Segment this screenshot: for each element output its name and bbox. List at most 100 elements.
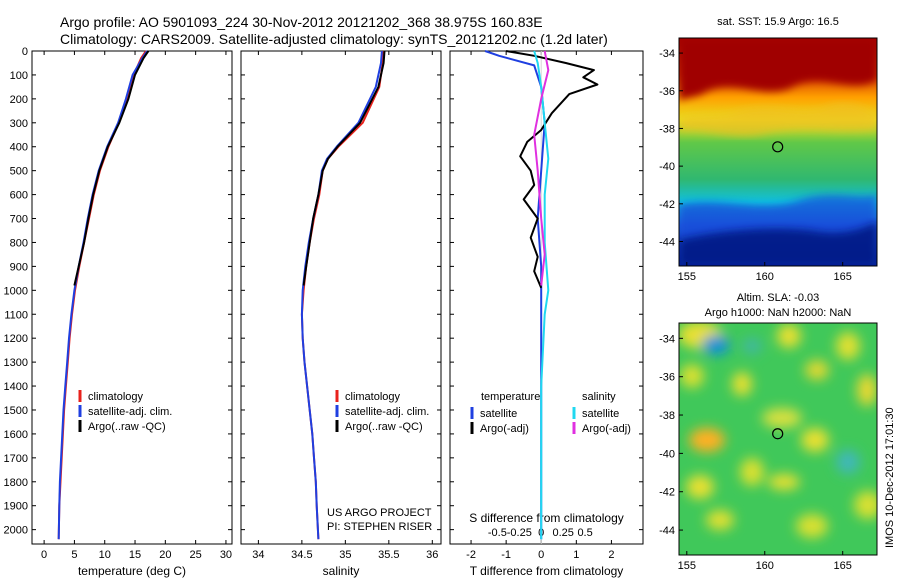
y-tick-label: 900 (10, 261, 28, 273)
y-tick-label: 1500 (4, 405, 28, 417)
legend-label: Argo(..raw -QC) (88, 421, 166, 433)
s-tick-label: -0.5 (488, 527, 507, 539)
y-tick-label: 200 (10, 94, 28, 106)
legend-label: Argo(-adj) (582, 423, 631, 435)
plot-frame (31, 50, 233, 545)
y-tick-label: 1900 (4, 501, 28, 513)
x-tick-label: 10 (99, 549, 111, 561)
series-line-argo-adj- (505, 50, 599, 289)
y-tick-label: 2000 (4, 525, 28, 537)
y-tick-label: 100 (10, 70, 28, 82)
sst-map-axes: 155 160 165 -34 -36 -38 -40 -42 -44 (659, 48, 852, 283)
x-tick-label: 34 (252, 549, 264, 561)
map-y-tick-label: -38 (659, 410, 675, 422)
legend-label: satellite-adj. clim. (88, 406, 172, 418)
map-y-tick-label: -36 (659, 372, 675, 384)
timestamp-stamp: IMOS 10-Dec-2012 17:01:30 (884, 407, 896, 548)
y-tick-label: 300 (10, 118, 28, 130)
sla-argo-marker (772, 428, 784, 440)
sst-map-title: sat. SST: 15.9 Argo: 16.5 (717, 16, 839, 28)
map-y-tick-label: -44 (659, 237, 675, 249)
y-tick-label: 1800 (4, 477, 28, 489)
y-tick-label: 700 (10, 214, 28, 226)
sla-map: Altim. SLA: -0.03 Argo h1000: NaN h2000:… (659, 292, 878, 572)
x-tick-label: 35.5 (378, 549, 399, 561)
legend-header: salinity (582, 391, 616, 403)
y-tick-label: 1600 (4, 429, 28, 441)
map-x-tick-label: 160 (756, 560, 774, 572)
x-tick-label: 36 (426, 549, 438, 561)
pi-credit: PI: STEPHEN RISER (327, 521, 432, 533)
series-line-argo-raw-qc- (73, 50, 150, 286)
difference-panel: -2 -1 0 1 2 T difference from climatology -0.5… (449, 50, 644, 578)
map-y-tick-label: -42 (659, 199, 675, 211)
x-axis-label: salinity (323, 564, 360, 578)
x-axis-label: temperature (deg C) (78, 564, 186, 578)
sst-field (679, 38, 877, 266)
x-tick-label: 30 (220, 549, 232, 561)
x-tick-label: 5 (71, 549, 77, 561)
map-y-tick-label: -34 (659, 333, 675, 345)
y-tick-label: 1300 (4, 357, 28, 369)
y-tick-label: 1400 (4, 381, 28, 393)
legend-label: Argo(..raw -QC) (345, 421, 423, 433)
x-tick-label: 0 (538, 549, 544, 561)
map-y-tick-label: -38 (659, 123, 675, 135)
s-tick-label: 0.25 (552, 527, 573, 539)
sla-map-title: Altim. SLA: -0.03 (737, 292, 820, 304)
sla-map-axes: 155 160 165 -34 -36 -38 -40 -42 -44 (659, 333, 852, 572)
x-tick-label: 15 (129, 549, 141, 561)
x-tick-label: 2 (608, 549, 614, 561)
legend-label: climatology (345, 391, 401, 403)
map-y-tick-label: -36 (659, 86, 675, 98)
y-tick-label: 1200 (4, 333, 28, 345)
x-tick-label: 25 (190, 549, 202, 561)
sst-argo-marker (772, 141, 784, 153)
s-tick-label: -0.25 (507, 527, 532, 539)
legend-label: Argo(-adj) (480, 423, 529, 435)
x-tick-label: -2 (466, 549, 476, 561)
project-credit: US ARGO PROJECT (327, 507, 432, 519)
s-tick-label: 0.5 (577, 527, 592, 539)
map-y-tick-label: -42 (659, 487, 675, 499)
y-tick-label: 400 (10, 142, 28, 154)
map-y-tick-label: -40 (659, 161, 675, 173)
sla-field (679, 323, 877, 555)
series-line-satellite-adj-clim- (57, 50, 149, 540)
map-x-tick-label: 155 (678, 560, 696, 572)
y-tick-label: 1100 (4, 309, 28, 321)
legend-label: satellite-adj. clim. (345, 406, 429, 418)
s-axis-label: S difference from climatology (469, 511, 624, 525)
x-tick-label: 0 (41, 549, 47, 561)
series-line-climatology (57, 50, 147, 540)
map-y-tick-label: -40 (659, 448, 675, 460)
x-tick-label: 20 (159, 549, 171, 561)
legend-header: temperature (481, 391, 540, 403)
y-tick-label: 800 (10, 237, 28, 249)
x-tick-label: 35 (339, 549, 351, 561)
map-y-tick-label: -34 (659, 48, 675, 60)
salinity-panel: 34 34.5 35 35.5 36 salinity climatology satelli… (240, 50, 442, 578)
y-tick-label: 500 (10, 166, 28, 178)
series-line-argo-raw-qc- (302, 50, 386, 286)
series-line-argo-adj- (533, 50, 550, 286)
sst-map: sat. SST: 15.9 Argo: 16.5 155 160 165 -34 -3… (659, 16, 878, 283)
y-tick-label: 600 (10, 190, 28, 202)
legend-label: satellite (480, 408, 517, 420)
legend-label: satellite (582, 408, 619, 420)
climatology-title: Climatology: CARS2009. Satellite-adjuste… (60, 31, 608, 47)
x-tick-label: 1 (573, 549, 579, 561)
sla-map-subtitle: Argo h1000: NaN h2000: NaN (705, 307, 852, 319)
series-line-satellite-adj-clim- (300, 50, 383, 540)
x-tick-label: -1 (501, 549, 511, 561)
map-x-tick-label: 165 (834, 271, 852, 283)
map-x-tick-label: 160 (756, 271, 774, 283)
series-line-satellite (533, 50, 550, 540)
y-tick-label: 1000 (4, 285, 28, 297)
plot-frame (449, 50, 644, 545)
profile-title: Argo profile: AO 5901093_224 30-Nov-2012… (60, 14, 543, 30)
x-axis-label: T difference from climatology (470, 564, 624, 578)
y-tick-label: 1700 (4, 453, 28, 465)
map-x-tick-label: 155 (678, 271, 696, 283)
